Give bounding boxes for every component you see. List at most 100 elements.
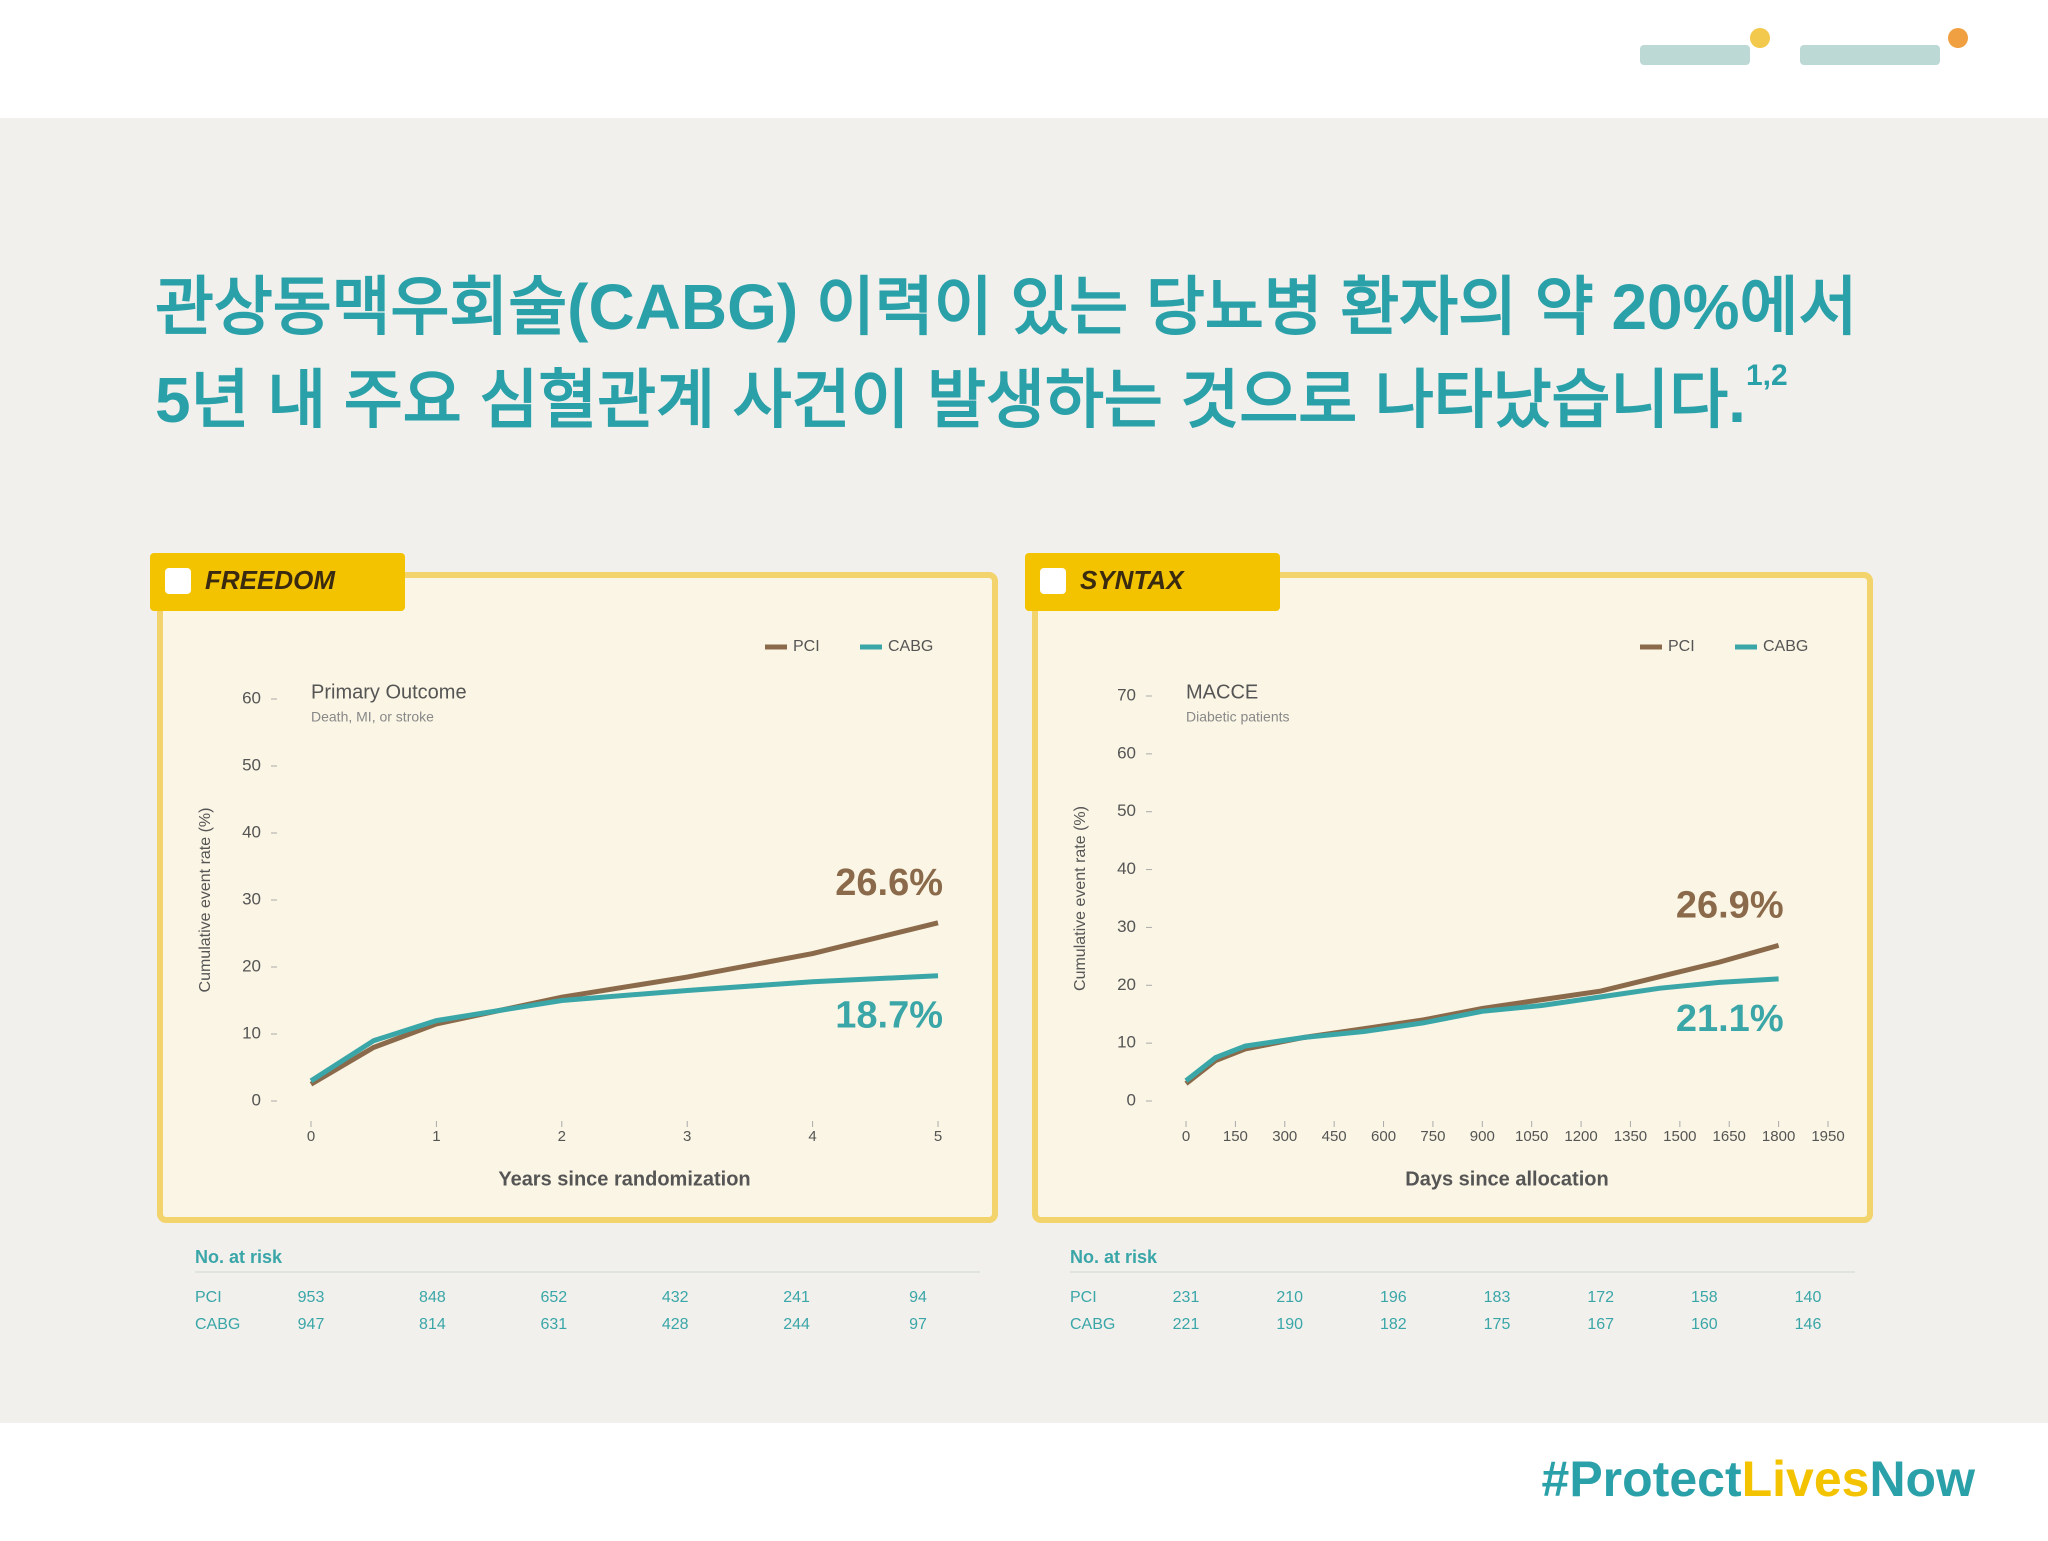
risk-row-name: CABG xyxy=(195,1316,240,1333)
y-tick-label: 20 xyxy=(1117,975,1136,994)
tab-icon xyxy=(1040,568,1066,594)
x-tick-label: 0 xyxy=(1182,1128,1190,1145)
x-tick-label: 3 xyxy=(683,1128,691,1145)
card xyxy=(157,572,998,1223)
value-label: 26.9% xyxy=(1676,884,1784,926)
x-tick-label: 600 xyxy=(1371,1128,1396,1145)
risk-value: 97 xyxy=(909,1316,927,1333)
risk-value: 244 xyxy=(783,1316,810,1333)
x-tick-label: 900 xyxy=(1470,1128,1495,1145)
x-tick-label: 2 xyxy=(558,1128,566,1145)
y-axis-label: Cumulative event rate (%) xyxy=(197,808,214,993)
risk-value: 428 xyxy=(662,1316,689,1333)
x-tick-label: 750 xyxy=(1420,1128,1445,1145)
card xyxy=(1032,572,1873,1223)
risk-value: 158 xyxy=(1691,1289,1718,1306)
risk-value: 167 xyxy=(1587,1316,1614,1333)
y-tick-label: 30 xyxy=(1117,917,1136,936)
y-tick-label: 10 xyxy=(242,1023,261,1042)
title-text: 5년 내 주요 심혈관계 사건이 발생하는 것으로 나타났습니다. xyxy=(155,364,1746,436)
risk-value: 947 xyxy=(298,1316,325,1333)
legend-label: PCI xyxy=(1668,638,1695,655)
risk-value: 631 xyxy=(540,1316,567,1333)
series-line xyxy=(309,920,939,1087)
hashtag: #ProtectLivesNow xyxy=(1542,1451,1976,1507)
y-tick-label: 30 xyxy=(242,889,261,908)
legend-label: CABG xyxy=(1763,638,1808,655)
series-line xyxy=(309,973,939,1084)
x-tick-label: 150 xyxy=(1223,1128,1248,1145)
x-tick-label: 450 xyxy=(1322,1128,1347,1145)
x-axis-label: Days since allocation xyxy=(1405,1168,1608,1190)
logo-mark xyxy=(1750,28,1770,48)
y-tick-label: 60 xyxy=(1117,743,1136,762)
risk-value: 190 xyxy=(1276,1316,1303,1333)
risk-value: 183 xyxy=(1484,1289,1511,1306)
risk-value: 241 xyxy=(783,1289,810,1306)
x-tick-label: 1200 xyxy=(1564,1128,1597,1145)
y-tick-label: 20 xyxy=(242,956,261,975)
risk-value: 221 xyxy=(1173,1316,1200,1333)
chart-subtitle: Diabetic patients xyxy=(1186,709,1290,725)
x-tick-label: 1950 xyxy=(1811,1128,1844,1145)
risk-value: 848 xyxy=(419,1289,446,1306)
x-tick-label: 4 xyxy=(808,1128,816,1145)
title-ref: 1,2 xyxy=(1746,359,1788,392)
legend-label: PCI xyxy=(793,638,820,655)
risk-value: 953 xyxy=(298,1289,325,1306)
title-line: 5년 내 주요 심혈관계 사건이 발생하는 것으로 나타났습니다.1,2 xyxy=(155,359,1788,436)
y-tick-label: 70 xyxy=(1117,685,1136,704)
hashtag-part: #Protect xyxy=(1542,1451,1742,1507)
tab-icon xyxy=(165,568,191,594)
risk-row-name: PCI xyxy=(195,1289,222,1306)
title-line: 관상동맥우회술(CABG) 이력이 있는 당뇨병 환자의 약 20%에서 xyxy=(155,271,1857,343)
x-tick-label: 1800 xyxy=(1762,1128,1795,1145)
risk-value: 140 xyxy=(1795,1289,1822,1306)
hashtag-part: Lives xyxy=(1742,1451,1870,1507)
risk-value: 814 xyxy=(419,1316,446,1333)
x-tick-label: 1500 xyxy=(1663,1128,1696,1145)
tab xyxy=(1025,553,1280,611)
x-tick-label: 1650 xyxy=(1713,1128,1746,1145)
x-tick-label: 1 xyxy=(432,1128,440,1145)
x-axis-label: Years since randomization xyxy=(498,1168,750,1190)
tab-label: SYNTAX xyxy=(1080,565,1185,595)
logo xyxy=(1800,45,1940,65)
risk-table-title: No. at risk xyxy=(195,1247,283,1267)
risk-row-name: CABG xyxy=(1070,1316,1115,1333)
y-tick-label: 50 xyxy=(242,755,261,774)
risk-value: 210 xyxy=(1276,1289,1303,1306)
x-tick-label: 5 xyxy=(934,1128,942,1145)
legend-label: CABG xyxy=(888,638,933,655)
risk-value: 94 xyxy=(909,1289,927,1306)
y-tick-label: 60 xyxy=(242,688,261,707)
risk-value: 652 xyxy=(540,1289,567,1306)
logo-mark xyxy=(1948,28,1968,48)
risk-value: 172 xyxy=(1587,1289,1614,1306)
risk-value: 231 xyxy=(1173,1289,1200,1306)
risk-value: 196 xyxy=(1380,1289,1407,1306)
y-axis-label: Cumulative event rate (%) xyxy=(1072,806,1089,991)
y-tick-label: 50 xyxy=(1117,801,1136,820)
y-tick-label: 0 xyxy=(1127,1090,1136,1109)
y-tick-label: 40 xyxy=(1117,859,1136,878)
x-tick-label: 1050 xyxy=(1515,1128,1548,1145)
chart-title: MACCE xyxy=(1186,681,1258,703)
x-tick-label: 1350 xyxy=(1614,1128,1647,1145)
tab-label: FREEDOM xyxy=(205,565,336,595)
series-line xyxy=(1184,942,1780,1086)
chart-title: Primary Outcome xyxy=(311,681,467,703)
y-tick-label: 10 xyxy=(1117,1033,1136,1052)
risk-value: 175 xyxy=(1484,1316,1511,1333)
risk-value: 432 xyxy=(662,1289,689,1306)
risk-value: 146 xyxy=(1795,1316,1822,1333)
y-tick-label: 40 xyxy=(242,822,261,841)
series-line xyxy=(1184,976,1779,1083)
risk-table-title: No. at risk xyxy=(1070,1247,1158,1267)
logo xyxy=(1640,45,1750,65)
logos xyxy=(1640,28,1968,65)
value-label: 18.7% xyxy=(835,995,943,1037)
hashtag-part: Now xyxy=(1869,1451,1975,1507)
